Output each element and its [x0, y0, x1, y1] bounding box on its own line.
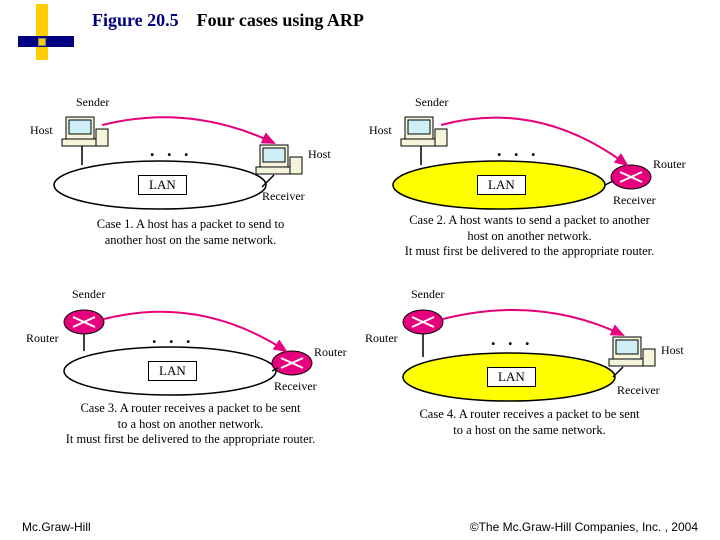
- lan-label: LAN: [477, 175, 526, 195]
- bullet-vertical: [36, 4, 48, 60]
- label-host: Host: [369, 123, 392, 138]
- label-receiver: Receiver: [262, 189, 305, 204]
- label-receiver: Receiver: [274, 379, 317, 394]
- label-router: Router: [365, 331, 398, 346]
- label-host: Host: [661, 343, 684, 358]
- label-host: Host: [30, 123, 53, 138]
- lan-label: LAN: [487, 367, 536, 387]
- bullet-square: [38, 38, 46, 46]
- label-receiver: Receiver: [617, 383, 660, 398]
- case-4-caption: Case 4. A router receives a packet to be…: [369, 407, 690, 438]
- bullet-horizontal: [18, 36, 74, 47]
- label-sender: Sender: [76, 95, 109, 110]
- case-2: Sender Host Router Receiver LAN . . . Ca…: [369, 85, 690, 281]
- dots: . . .: [152, 327, 195, 348]
- footer-right: ©The Mc.Graw-Hill Companies, Inc. , 2004: [470, 520, 698, 534]
- dots: . . .: [497, 140, 540, 161]
- label-router: Router: [26, 331, 59, 346]
- case-1-caption: Case 1. A host has a packet to send toan…: [30, 217, 351, 248]
- figure-title: Figure 20.5 Four cases using ARP: [92, 10, 364, 31]
- dots: . . .: [150, 140, 193, 161]
- lan-label: LAN: [138, 175, 187, 195]
- label-sender: Sender: [415, 95, 448, 110]
- case-1: Sender Host Host Receiver LAN . . . Case…: [30, 85, 351, 281]
- label-sender: Sender: [411, 287, 444, 302]
- label-router: Router: [653, 157, 686, 172]
- figure-number: Figure 20.5: [92, 10, 179, 30]
- lan-label: LAN: [148, 361, 197, 381]
- case-2-caption: Case 2. A host wants to send a packet to…: [369, 213, 690, 260]
- footer-left: Mc.Graw-Hill: [22, 520, 91, 534]
- label-sender: Sender: [72, 287, 105, 302]
- diagram-grid: Sender Host Host Receiver LAN . . . Case…: [30, 85, 690, 485]
- figure-caption: Four cases using ARP: [197, 10, 364, 30]
- dots: . . .: [491, 329, 534, 350]
- case-1-svg: [30, 85, 350, 280]
- label-router: Router: [314, 345, 347, 360]
- label-host: Host: [308, 147, 331, 162]
- case-3: Sender Router Router Receiver LAN . . . …: [30, 289, 351, 485]
- case-3-caption: Case 3. A router receives a packet to be…: [30, 401, 351, 448]
- label-receiver: Receiver: [613, 193, 656, 208]
- case-4: Sender Router Host Receiver LAN . . . Ca…: [369, 289, 690, 485]
